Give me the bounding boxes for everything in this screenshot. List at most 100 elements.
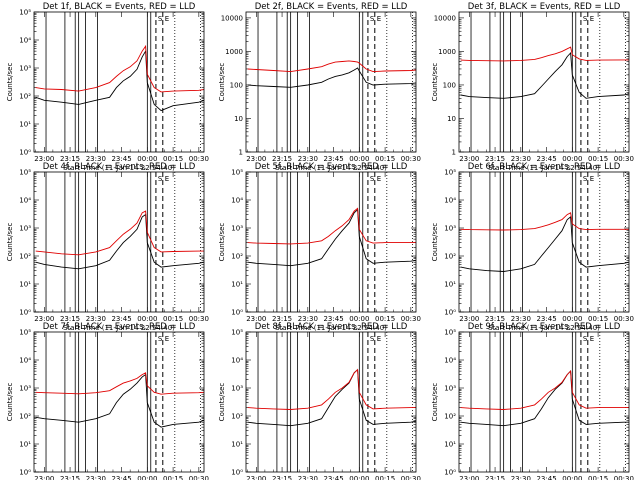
- y-axis-label: Counts/sec: [6, 63, 14, 102]
- x-tick-label: 00:30: [189, 475, 209, 480]
- series-line-lld: [35, 210, 204, 256]
- y-tick-label: 10³: [19, 65, 31, 73]
- panel-title: Det 4f, BLACK = Events, RED = LLD: [43, 162, 196, 172]
- x-tick-label: 23:15: [485, 315, 505, 323]
- x-tick-label: 23:00: [459, 475, 479, 480]
- y-tick-label: 10¹: [19, 121, 31, 129]
- x-tick-label: 23:30: [511, 315, 531, 323]
- y-tick-label: 10¹: [444, 281, 456, 289]
- x-tick-label: 23:45: [536, 315, 556, 323]
- y-tick-label: 10⁵: [19, 329, 31, 337]
- x-tick-label: 23:30: [298, 155, 318, 163]
- x-tick-label: 00:00: [349, 475, 369, 480]
- x-tick-label: 00:00: [137, 315, 157, 323]
- vline-group: [470, 12, 626, 152]
- vline-label: E: [377, 175, 381, 183]
- x-tick-label: 00:30: [401, 315, 421, 323]
- x-tick-label: 00:30: [189, 155, 209, 163]
- x-tick-label: 00:15: [163, 155, 183, 163]
- plot-frame: [245, 171, 417, 313]
- x-tick-label: 23:15: [485, 475, 505, 480]
- y-axis-label: Counts/sec: [431, 383, 439, 422]
- y-axis-label: Counts/sec: [218, 63, 226, 102]
- y-tick-label: 10⁵: [444, 329, 456, 337]
- series-line-events: [35, 213, 204, 270]
- vline-group: [257, 12, 413, 152]
- series-line-lld: [247, 368, 416, 410]
- plot-frame: [458, 331, 630, 473]
- x-tick-label: 23:15: [272, 155, 292, 163]
- plot-frame: [245, 331, 417, 473]
- y-tick-label: 100: [230, 81, 243, 89]
- series-line-events: [460, 370, 629, 427]
- y-axis-label: Counts/sec: [218, 383, 226, 422]
- y-tick-label: 10⁰: [444, 309, 456, 317]
- x-tick-label: 00:15: [588, 475, 608, 480]
- x-tick-label: 00:00: [562, 155, 582, 163]
- x-tick-label: 00:00: [137, 475, 157, 480]
- x-tick-label: 00:15: [375, 155, 395, 163]
- plot-frame: [245, 11, 417, 153]
- y-tick-label: 10⁵: [231, 329, 243, 337]
- x-tick-label: 23:15: [60, 315, 80, 323]
- x-tick-label: 23:30: [86, 475, 106, 480]
- y-tick-label: 10¹: [231, 441, 243, 449]
- y-tick-label: 10⁴: [19, 197, 31, 205]
- panel-det-3: 1 10 100 1000 10000 23:00 23:15 23:30 23:45 00:00…: [431, 2, 634, 172]
- series-line-events: [460, 216, 629, 272]
- y-tick-label: 1000: [438, 48, 456, 56]
- x-axis-label: Start Time (11-Jan-14 22:54:40): [488, 324, 600, 332]
- vline-group: [45, 332, 201, 472]
- vline-group: [257, 332, 413, 472]
- vline-label: E: [377, 15, 381, 23]
- x-tick-label: 23:00: [34, 475, 54, 480]
- series-group: [35, 44, 204, 112]
- y-tick-label: 10²: [444, 413, 456, 421]
- series-line-lld: [460, 212, 629, 231]
- x-tick-label: 00:00: [562, 315, 582, 323]
- series-line-lld: [460, 370, 629, 410]
- x-tick-label: 23:45: [111, 475, 131, 480]
- series-line-lld: [460, 46, 629, 62]
- x-tick-label: 00:30: [614, 475, 634, 480]
- y-tick-label: 10²: [231, 253, 243, 261]
- x-tick-label: 23:45: [536, 155, 556, 163]
- x-axis-label: Start Time (11-Jan-14 22:54:40): [488, 164, 600, 172]
- y-tick-label: 10⁴: [444, 357, 456, 365]
- y-axis-label: Counts/sec: [6, 383, 14, 422]
- x-tick-label: 00:00: [349, 315, 369, 323]
- x-axis-label: Start Time (11-Jan-14 22:54:40): [63, 164, 175, 172]
- x-tick-label: 23:30: [86, 155, 106, 163]
- y-tick-label: 10⁴: [231, 357, 243, 365]
- y-tick-label: 10³: [19, 225, 31, 233]
- x-tick-label: 23:45: [323, 155, 343, 163]
- y-tick-label: 1000: [225, 48, 243, 56]
- x-tick-label: 00:15: [163, 315, 183, 323]
- vline-group: [257, 172, 413, 312]
- vline-group: [45, 172, 201, 312]
- x-tick-label: 23:30: [298, 315, 318, 323]
- series-line-events: [247, 208, 416, 267]
- vline-label: E: [165, 15, 169, 23]
- y-tick-label: 10²: [231, 413, 243, 421]
- series-line-events: [247, 368, 416, 427]
- vline-label: E: [590, 335, 594, 343]
- vline-label: S: [370, 335, 375, 343]
- x-tick-label: 23:45: [323, 475, 343, 480]
- panel-det-7: 10⁰ 10¹ 10² 10³ 10⁴ 10⁵ 23:00 23:15 23:30 23:45 00…: [6, 322, 209, 480]
- y-tick-label: 10⁴: [19, 357, 31, 365]
- vline-label: S: [370, 15, 375, 23]
- vline-label: E: [590, 15, 594, 23]
- vline-label: S: [158, 15, 163, 23]
- vline-label: S: [583, 335, 588, 343]
- y-tick-label: 10⁵: [19, 9, 31, 17]
- x-tick-label: 23:30: [86, 315, 106, 323]
- x-tick-label: 23:00: [459, 315, 479, 323]
- x-tick-label: 23:00: [246, 155, 266, 163]
- panel-det-8: 10⁰ 10¹ 10² 10³ 10⁴ 10⁵ 23:00 23:15 23:30 23:45 00…: [218, 322, 421, 480]
- panel-title: Det 6f, BLACK = Events, RED = LLD: [468, 162, 621, 172]
- x-axis-label: Start Time (11-Jan-14 22:54:40): [275, 164, 387, 172]
- vline-group: [45, 12, 201, 152]
- series-line-events: [35, 49, 204, 112]
- vline-label: E: [590, 175, 594, 183]
